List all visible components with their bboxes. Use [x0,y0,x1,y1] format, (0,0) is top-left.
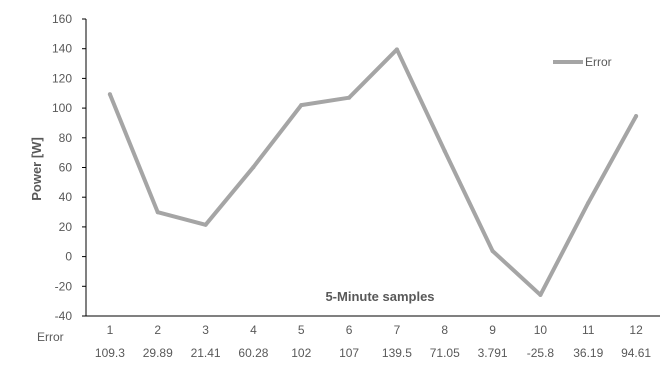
y-tick-label: 120 [52,71,72,85]
series-lines [107,47,639,297]
x-tick-label: 7 [394,323,401,337]
x-tick-label: 2 [154,323,161,337]
x-tick-label: 11 [582,323,595,337]
x-tick-label: 8 [441,323,448,337]
y-tick-label: 160 [52,12,72,26]
data-point [490,248,495,253]
data-table-row: 109.3 29.89 21.41 60.28 102 107 139.5 71.05 3.79… [95,346,652,360]
data-point [442,149,447,154]
x-annotation: 5-Minute samples [325,289,434,304]
y-tick-label: 40 [59,190,73,204]
data-table-value: 3.791 [478,346,508,360]
x-tick-label: 3 [202,323,209,337]
legend-label-error: Error [585,55,612,69]
y-tick-label: 20 [59,220,73,234]
data-table-value: 71.05 [430,346,460,360]
data-table-value: 60.28 [238,346,268,360]
data-table-value: 36.19 [573,346,603,360]
data-point [155,210,160,215]
data-point [251,165,256,170]
y-tick-label: -40 [55,309,73,323]
x-tick-label: 4 [250,323,257,337]
x-tick-label: 1 [107,323,114,337]
data-table-header: Error [37,330,64,344]
x-tick-label: 10 [534,323,548,337]
y-tick-label: 80 [59,131,73,145]
y-tick-label: 140 [52,42,72,56]
data-table-value: 109.3 [95,346,125,360]
data-table-value: 107 [339,346,359,360]
y-tick-labels: -40 -20 0 20 40 60 80 100 120 140 160 [52,12,86,323]
data-point [299,103,304,108]
data-table-value: 29.89 [143,346,173,360]
data-point [203,222,208,227]
x-tick-label: 6 [346,323,353,337]
data-point [634,114,639,119]
data-table-value: 94.61 [621,346,651,360]
y-tick-label: 60 [59,161,73,175]
x-tick-label: 5 [298,323,305,337]
data-point [538,292,543,297]
data-table-value: 21.41 [191,346,221,360]
data-table-value: -25.8 [527,346,555,360]
data-table-value: 139.5 [382,346,412,360]
y-axis-label: Power [W] [29,137,44,201]
y-tick-label: 0 [65,250,72,264]
legend: Error [553,55,612,69]
series-line-error [107,47,639,297]
x-tick-labels: 1 2 3 4 5 6 7 8 9 10 11 12 [107,323,644,337]
x-tick-label: 9 [489,323,496,337]
data-point [586,200,591,205]
y-tick-label: 100 [52,101,72,115]
data-point [107,92,112,97]
x-tick-label: 12 [629,323,643,337]
data-point [347,95,352,100]
data-table-value: 102 [291,346,311,360]
data-point [394,47,399,52]
y-tick-label: -20 [55,279,73,293]
